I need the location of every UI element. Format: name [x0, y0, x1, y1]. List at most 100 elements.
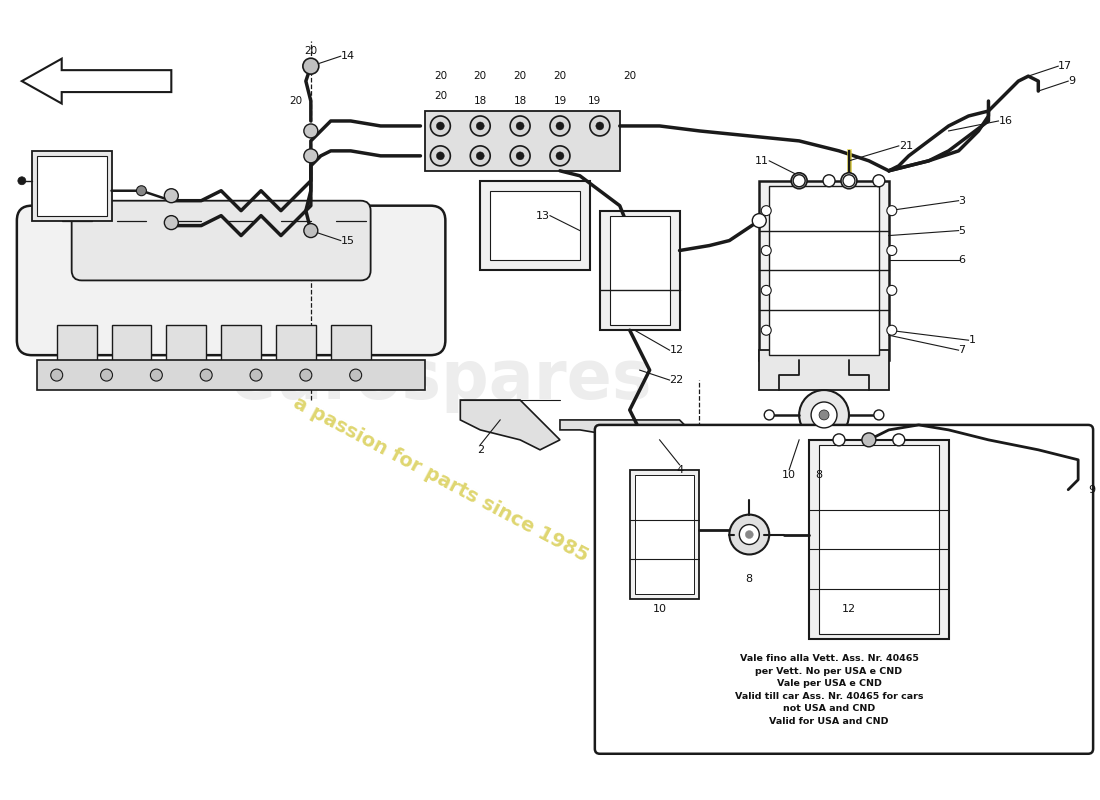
Text: 16: 16: [999, 116, 1012, 126]
Circle shape: [739, 525, 759, 545]
Text: 10: 10: [652, 604, 667, 614]
Circle shape: [304, 124, 318, 138]
Text: 20: 20: [433, 91, 447, 101]
Circle shape: [516, 122, 524, 130]
Text: 10: 10: [782, 470, 796, 480]
Text: eurospares: eurospares: [230, 347, 651, 413]
Bar: [36, 360, 426, 390]
Circle shape: [887, 206, 896, 216]
Circle shape: [791, 173, 807, 189]
Text: 9: 9: [1068, 76, 1076, 86]
Text: 20: 20: [553, 71, 566, 81]
Circle shape: [476, 152, 484, 160]
Text: 22: 22: [670, 375, 684, 385]
Text: 14: 14: [341, 51, 355, 61]
FancyBboxPatch shape: [72, 201, 371, 281]
Bar: [635, 474, 694, 594]
Circle shape: [471, 116, 491, 136]
Circle shape: [550, 116, 570, 136]
Circle shape: [752, 214, 767, 228]
Text: 20: 20: [624, 71, 636, 81]
Circle shape: [761, 326, 771, 335]
Polygon shape: [460, 400, 560, 450]
Circle shape: [596, 122, 604, 130]
Bar: [276, 326, 316, 370]
Circle shape: [823, 174, 835, 186]
Circle shape: [729, 514, 769, 554]
Text: 12: 12: [842, 604, 856, 614]
Bar: [629, 470, 700, 599]
Bar: [609, 216, 670, 326]
Text: 3: 3: [958, 196, 966, 206]
Text: 8: 8: [815, 470, 823, 480]
Circle shape: [200, 369, 212, 381]
Bar: [36, 156, 107, 216]
Circle shape: [842, 173, 857, 189]
FancyArrow shape: [22, 58, 172, 103]
Circle shape: [764, 410, 774, 420]
Circle shape: [430, 116, 450, 136]
Text: Vale fino alla Vett. Ass. Nr. 40465
per Vett. No per USA e CND
Vale per USA e CN: Vale fino alla Vett. Ass. Nr. 40465 per …: [735, 654, 923, 726]
FancyBboxPatch shape: [16, 206, 446, 355]
Text: 8: 8: [746, 574, 752, 584]
Circle shape: [556, 122, 564, 130]
Bar: [481, 181, 590, 270]
Polygon shape: [560, 420, 719, 470]
Circle shape: [516, 152, 524, 160]
Text: 12: 12: [670, 345, 684, 355]
Circle shape: [590, 116, 609, 136]
Text: 20: 20: [474, 71, 487, 81]
Circle shape: [136, 186, 146, 196]
Bar: [759, 181, 889, 360]
Bar: [759, 350, 889, 390]
Bar: [600, 210, 680, 330]
Circle shape: [302, 58, 319, 74]
Circle shape: [510, 146, 530, 166]
Circle shape: [510, 116, 530, 136]
Circle shape: [250, 369, 262, 381]
Bar: [491, 190, 580, 261]
Text: 7: 7: [958, 345, 966, 355]
Circle shape: [862, 434, 874, 446]
Circle shape: [51, 369, 63, 381]
Bar: [57, 326, 97, 370]
Circle shape: [811, 402, 837, 428]
Circle shape: [761, 286, 771, 295]
Circle shape: [793, 174, 805, 186]
Bar: [331, 326, 371, 370]
Text: 20: 20: [433, 71, 447, 81]
Circle shape: [820, 410, 829, 420]
Bar: [769, 186, 879, 355]
Circle shape: [556, 152, 564, 160]
Bar: [810, 440, 948, 639]
Circle shape: [304, 224, 318, 238]
Text: 6: 6: [958, 255, 966, 266]
Circle shape: [843, 174, 855, 186]
Text: 1: 1: [968, 335, 976, 346]
Circle shape: [893, 434, 905, 446]
Text: 13: 13: [536, 210, 550, 221]
Circle shape: [887, 286, 896, 295]
Text: a passion for parts since 1985: a passion for parts since 1985: [289, 394, 591, 566]
Circle shape: [887, 246, 896, 255]
Circle shape: [873, 410, 883, 420]
Text: 19: 19: [553, 96, 566, 106]
Text: 20: 20: [289, 96, 302, 106]
Circle shape: [476, 122, 484, 130]
Circle shape: [437, 152, 444, 160]
Circle shape: [164, 189, 178, 202]
Text: 21: 21: [899, 141, 913, 151]
Text: 5: 5: [958, 226, 966, 235]
Bar: [426, 111, 619, 170]
Circle shape: [862, 433, 876, 447]
Circle shape: [761, 246, 771, 255]
Text: 4: 4: [676, 465, 683, 474]
Text: 18: 18: [514, 96, 527, 106]
Bar: [32, 151, 111, 221]
Circle shape: [833, 434, 845, 446]
Text: 9: 9: [1088, 485, 1096, 494]
Circle shape: [873, 174, 884, 186]
Circle shape: [100, 369, 112, 381]
Bar: [221, 326, 261, 370]
Text: 20: 20: [305, 46, 318, 56]
